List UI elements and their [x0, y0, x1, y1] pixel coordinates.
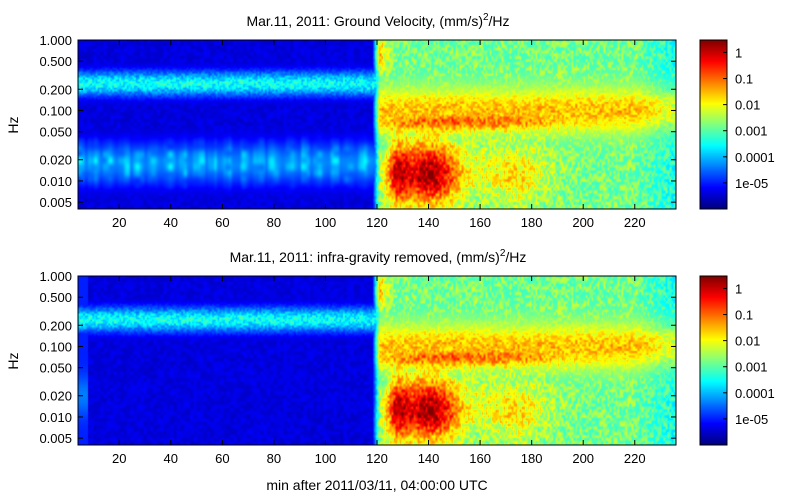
- x-tick-label: 180: [521, 451, 543, 466]
- y-axis: 0.005 0.010 0.020 0.050 0.100 0.200 0.500 1.000: [39, 269, 676, 446]
- panel-infragravity-removed: Mar.11, 2011: infra-gravity removed, (mm…: [5, 248, 775, 493]
- x-tick-label: 20: [112, 451, 126, 466]
- colorbar-tick-label: 0.0001: [735, 386, 775, 401]
- x-tick-label: 100: [315, 215, 337, 230]
- y-tick-label: 0.200: [39, 318, 72, 333]
- x-axis: 20 40 60 80 100 120 140 160 180 200 220: [112, 276, 646, 466]
- y-tick-label: 0.050: [39, 125, 72, 140]
- colorbar-tick-label: 0.001: [735, 124, 768, 139]
- x-tick-label: 40: [164, 215, 178, 230]
- y-tick-label: 0.020: [39, 389, 72, 404]
- chart-title: Mar.11, 2011: Ground Velocity, (mm/s)2/H…: [246, 12, 509, 29]
- x-tick-label: 120: [366, 451, 388, 466]
- x-tick-label: 100: [315, 451, 337, 466]
- y-axis: 0.005 0.010 0.020 0.050 0.100 0.200 0.500 1.000: [39, 33, 676, 210]
- x-tick-label: 220: [624, 215, 646, 230]
- spectrogram-heatmap: [78, 40, 676, 209]
- colorbar-axis: 1e-05 0.0001 0.001 0.01 0.1 1: [723, 45, 775, 191]
- x-tick-label: 60: [215, 215, 229, 230]
- y-tick-label: 0.500: [39, 290, 72, 305]
- y-tick-label: 0.100: [39, 339, 72, 354]
- x-tick-label: 40: [164, 451, 178, 466]
- x-tick-label: 220: [624, 451, 646, 466]
- colorbar-tick-label: 0.0001: [735, 150, 775, 165]
- y-tick-label: 1.000: [39, 33, 72, 48]
- colorbar-frame: [699, 275, 728, 446]
- colorbar-frame: [699, 39, 728, 210]
- x-tick-label: 200: [572, 451, 594, 466]
- x-tick-label: 20: [112, 215, 126, 230]
- y-axis-label: Hz: [5, 352, 21, 369]
- colorbar: [700, 276, 727, 445]
- colorbar-axis: 1e-05 0.0001 0.001 0.01 0.1 1: [723, 281, 775, 427]
- colorbar-tick-label: 1e-05: [735, 176, 768, 191]
- x-tick-label: 160: [469, 215, 491, 230]
- colorbar: [700, 40, 727, 209]
- y-axis-label: Hz: [5, 116, 21, 133]
- y-tick-label: 1.000: [39, 269, 72, 284]
- x-tick-label: 60: [215, 451, 229, 466]
- y-tick-label: 0.050: [39, 361, 72, 376]
- x-tick-label: 80: [267, 215, 281, 230]
- y-tick-label: 0.500: [39, 54, 72, 69]
- chart-title: Mar.11, 2011: infra-gravity removed, (mm…: [230, 248, 527, 265]
- spectrogram-heatmap: [78, 276, 676, 445]
- x-tick-label: 140: [418, 451, 440, 466]
- y-tick-label: 0.200: [39, 82, 72, 97]
- x-axis-label: min after 2011/03/11, 04:00:00 UTC: [266, 477, 487, 493]
- colorbar-tick-label: 1: [735, 281, 742, 296]
- colorbar-tick-label: 0.01: [735, 98, 760, 113]
- y-tick-label: 0.005: [39, 431, 72, 446]
- y-tick-label: 0.010: [39, 174, 72, 189]
- colorbar-tick-label: 0.1: [735, 72, 753, 87]
- x-axis: 20 40 60 80 100 120 140 160 180 200 220: [112, 40, 646, 230]
- x-tick-label: 80: [267, 451, 281, 466]
- x-tick-label: 120: [366, 215, 388, 230]
- colorbar-tick-label: 0.01: [735, 334, 760, 349]
- panel-ground-velocity: Mar.11, 2011: Ground Velocity, (mm/s)2/H…: [5, 12, 775, 230]
- x-tick-label: 180: [521, 215, 543, 230]
- y-tick-label: 0.010: [39, 410, 72, 425]
- colorbar-tick-label: 0.001: [735, 360, 768, 375]
- y-tick-label: 0.100: [39, 103, 72, 118]
- colorbar-tick-label: 1: [735, 45, 742, 60]
- colorbar-tick-label: 0.1: [735, 308, 753, 323]
- y-tick-label: 0.005: [39, 195, 72, 210]
- colorbar-tick-label: 1e-05: [735, 412, 768, 427]
- x-tick-label: 200: [572, 215, 594, 230]
- x-tick-label: 140: [418, 215, 440, 230]
- y-tick-label: 0.020: [39, 153, 72, 168]
- x-tick-label: 160: [469, 451, 491, 466]
